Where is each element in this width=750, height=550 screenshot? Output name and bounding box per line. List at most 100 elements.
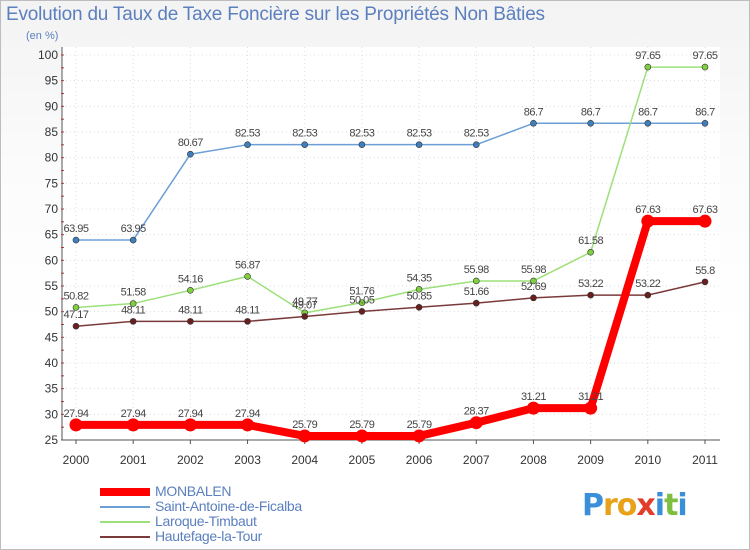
x-tick-label: 2004 bbox=[291, 453, 318, 467]
data-label: 51.66 bbox=[464, 286, 489, 298]
data-point bbox=[526, 401, 540, 415]
logo-letter: t bbox=[664, 488, 678, 523]
logo-letter: r bbox=[603, 488, 618, 523]
data-label: 97.65 bbox=[692, 50, 717, 62]
data-label: 86.7 bbox=[581, 106, 601, 118]
data-point bbox=[644, 119, 652, 127]
data-label: 50.05 bbox=[349, 294, 374, 306]
data-point bbox=[701, 63, 709, 71]
data-label: 50.85 bbox=[407, 290, 432, 302]
y-tick-label: 55 bbox=[45, 279, 59, 293]
x-tick-label: 2010 bbox=[634, 453, 661, 467]
data-point bbox=[701, 119, 709, 127]
x-tick-label: 2001 bbox=[120, 453, 147, 467]
data-label: 55.98 bbox=[464, 264, 489, 276]
legend-label: Laroque-Timbaut bbox=[155, 513, 257, 529]
data-label: 28.37 bbox=[464, 406, 489, 418]
data-point bbox=[241, 418, 255, 432]
series-line-0 bbox=[72, 217, 709, 440]
data-label: 51.58 bbox=[121, 287, 146, 299]
x-tick-label: 2008 bbox=[520, 453, 547, 467]
data-label: 67.63 bbox=[692, 204, 717, 216]
data-label: 25.79 bbox=[292, 419, 317, 431]
y-tick-label: 40 bbox=[45, 356, 59, 370]
data-point bbox=[69, 418, 83, 432]
data-label: 82.53 bbox=[235, 128, 260, 140]
y-tick-label: 60 bbox=[45, 253, 59, 267]
data-label: 80.67 bbox=[178, 137, 203, 149]
data-label: 67.63 bbox=[635, 204, 660, 216]
y-tick-label: 85 bbox=[45, 125, 59, 139]
data-point bbox=[415, 304, 423, 311]
y-tick-label: 90 bbox=[45, 99, 59, 113]
data-point bbox=[530, 119, 537, 127]
logo-letter: o bbox=[616, 488, 638, 523]
y-axis-unit-label: (en %) bbox=[26, 30, 59, 42]
data-point bbox=[472, 277, 480, 285]
data-point bbox=[641, 214, 655, 228]
y-tick-label: 80 bbox=[45, 151, 59, 165]
data-label: 50.82 bbox=[63, 290, 88, 302]
data-point bbox=[244, 318, 251, 325]
data-label: 56.87 bbox=[235, 259, 260, 271]
y-tick-label: 45 bbox=[45, 330, 59, 344]
data-label: 54.16 bbox=[178, 273, 203, 285]
data-label: 25.79 bbox=[407, 419, 432, 431]
data-label: 52.69 bbox=[521, 281, 546, 293]
data-label: 48.11 bbox=[235, 304, 260, 316]
series-line-2 bbox=[75, 66, 706, 314]
data-point bbox=[187, 287, 194, 294]
data-label: 27.94 bbox=[121, 408, 146, 420]
data-point bbox=[129, 318, 137, 325]
data-point bbox=[701, 278, 709, 286]
logo-letter: P bbox=[582, 488, 604, 523]
data-label: 48.11 bbox=[121, 304, 146, 316]
data-point bbox=[530, 277, 537, 285]
data-label: 82.53 bbox=[464, 128, 489, 140]
legend-label: Hautefage-la-Tour bbox=[155, 528, 262, 544]
data-point bbox=[415, 286, 423, 293]
y-tick-label: 30 bbox=[45, 407, 59, 421]
chart-legend: MONBALEN Saint-Antoine-de-Ficalba Laroque-… bbox=[100, 484, 420, 544]
data-label: 31.21 bbox=[578, 391, 603, 403]
data-label: 49.77 bbox=[292, 296, 317, 308]
data-point bbox=[358, 308, 366, 315]
legend-item: Laroque-Timbaut bbox=[100, 514, 420, 529]
data-point bbox=[412, 429, 426, 443]
data-label: 27.94 bbox=[63, 408, 88, 420]
logo-letter: i bbox=[677, 488, 687, 523]
data-point bbox=[187, 150, 194, 158]
data-point bbox=[530, 294, 537, 302]
legend-swatch bbox=[100, 535, 150, 538]
data-point bbox=[644, 63, 652, 71]
data-label: 27.94 bbox=[235, 408, 260, 420]
y-tick-label: 35 bbox=[45, 382, 59, 396]
data-label: 51.76 bbox=[349, 286, 374, 298]
data-label: 82.53 bbox=[292, 128, 317, 140]
data-label: 63.95 bbox=[121, 223, 146, 235]
chart-title: Evolution du Taux de Taxe Foncière sur l… bbox=[6, 4, 545, 25]
logo-letter: x bbox=[636, 488, 655, 523]
series-line-3 bbox=[75, 281, 706, 327]
data-label: 63.95 bbox=[63, 223, 88, 235]
data-label: 25.79 bbox=[349, 419, 374, 431]
data-label: 47.17 bbox=[63, 309, 88, 321]
y-tick-label: 95 bbox=[45, 74, 59, 88]
data-point bbox=[355, 429, 369, 443]
data-point bbox=[584, 401, 598, 415]
legend-swatch bbox=[100, 505, 150, 508]
proxiti-logo: Proxiti bbox=[582, 488, 688, 523]
x-tick-label: 2002 bbox=[177, 453, 204, 467]
data-point bbox=[187, 318, 194, 325]
data-point bbox=[644, 291, 652, 299]
data-point bbox=[358, 141, 366, 148]
data-point bbox=[301, 141, 309, 148]
data-label: 48.11 bbox=[178, 304, 203, 316]
x-tick-label: 2011 bbox=[692, 453, 718, 467]
data-label: 55.98 bbox=[521, 264, 546, 276]
data-point bbox=[72, 322, 80, 330]
legend-item: MONBALEN bbox=[100, 484, 420, 499]
data-point bbox=[587, 291, 594, 299]
data-label: 53.22 bbox=[635, 278, 660, 290]
